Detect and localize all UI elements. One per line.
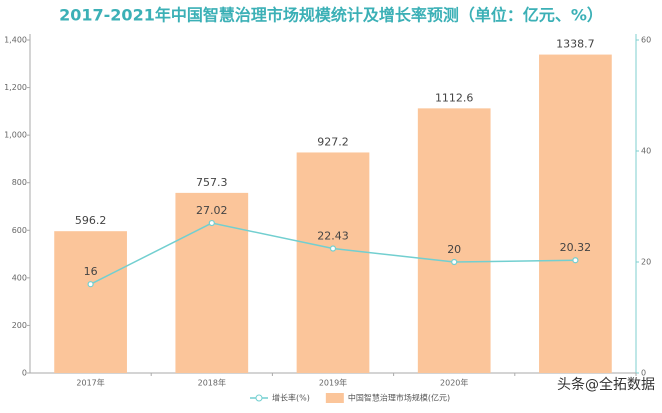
legend-label: 增长率(%): [272, 393, 310, 403]
y-tick-label: 200: [12, 321, 27, 330]
x-tick-label: 2017年: [76, 378, 104, 388]
y-tick-label: 800: [12, 178, 27, 187]
bar-value-label: 927.2: [317, 135, 349, 148]
legend-label: 中国智慧治理市场规模(亿元): [348, 393, 450, 403]
bar: [539, 54, 612, 374]
y2-tick-label: 40: [641, 147, 651, 156]
y2-tick-label: 0: [641, 369, 646, 378]
x-tick-label: 2019年: [319, 378, 347, 388]
line-point: [329, 245, 337, 252]
bar-value-label: 1338.7: [556, 38, 595, 51]
line-value-label: 16: [84, 265, 98, 278]
y2-tick-label: 20: [641, 258, 651, 267]
line-value-label: 22.43: [317, 230, 349, 243]
line-value-label: 20.32: [560, 241, 592, 254]
bar-value-label: 596.2: [75, 214, 107, 227]
bar-value-label: 1112.6: [435, 91, 474, 104]
y-tick-label: 0: [22, 369, 27, 378]
bar: [175, 192, 249, 373]
y-tick-label: 400: [12, 273, 27, 282]
bar: [54, 231, 127, 373]
chart-title: 2017-2021年中国智慧治理市场规模统计及增长率预测（单位：亿元、%）: [59, 6, 603, 25]
legend-swatch: [325, 393, 344, 403]
y-tick-label: 1,400: [4, 36, 27, 45]
bar-value-label: 757.3: [196, 176, 228, 189]
x-tick-label: 2018年: [198, 378, 226, 388]
line-point: [451, 258, 458, 266]
x-tick-label: 2020年: [440, 378, 468, 388]
bar: [417, 108, 491, 374]
legend-swatch: [255, 394, 263, 402]
y2-tick-label: 60: [641, 36, 651, 45]
line-value-label: 20: [447, 243, 461, 256]
bar: [296, 152, 370, 373]
line-point: [208, 219, 215, 227]
line-value-label: 27.02: [196, 204, 228, 217]
y-tick-label: 1,200: [4, 83, 27, 92]
line-point: [87, 281, 94, 288]
y-tick-label: 1,000: [4, 131, 27, 140]
watermark: 头条@全拓数据: [557, 376, 655, 393]
line-point: [572, 257, 579, 264]
y-tick-label: 600: [12, 226, 27, 235]
